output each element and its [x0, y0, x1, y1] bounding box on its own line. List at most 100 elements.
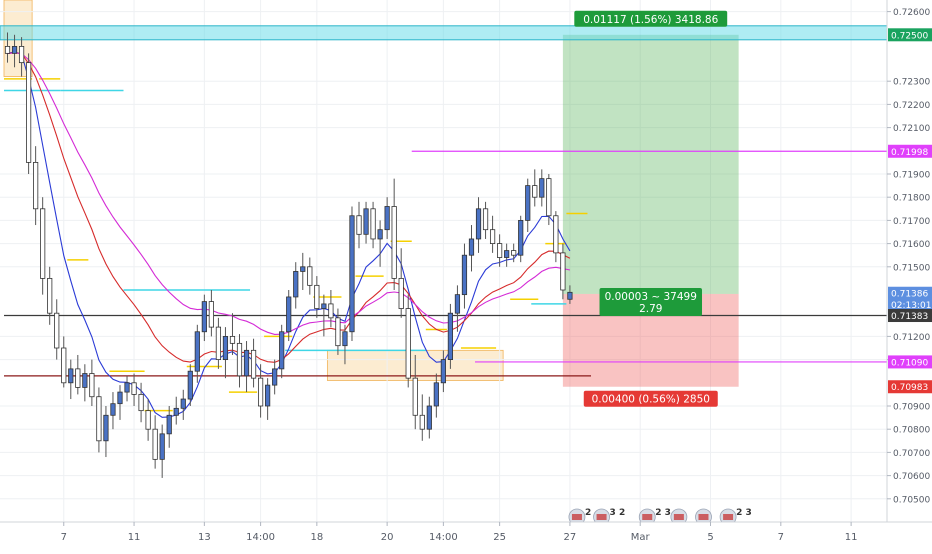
candle-body	[18, 46, 25, 64]
candle-body	[553, 215, 559, 254]
candle-body	[335, 317, 341, 347]
time-axis[interactable]: 7 11 13 14:00 18 20 14:00 25 27 Mar 5 7 11	[0, 521, 932, 550]
price-label-box	[888, 309, 932, 323]
price-label: 0.71383	[891, 312, 928, 322]
stop-label-box	[583, 390, 718, 407]
candle-body	[145, 410, 151, 430]
candle-body	[546, 178, 552, 217]
price-tick-label: 0.71600	[893, 240, 930, 250]
candle-body	[54, 312, 60, 349]
candle-body	[201, 301, 207, 333]
candle-body	[370, 208, 376, 240]
time-tick-label: 7	[61, 532, 67, 543]
candle-body	[391, 206, 397, 279]
candle-body	[75, 368, 81, 388]
candle-body	[433, 382, 439, 407]
price-label: 0.70983	[891, 383, 928, 393]
event-flag-stripe	[698, 514, 709, 520]
time-tick-label: 14:00	[429, 532, 458, 543]
candle-body	[489, 229, 496, 244]
candle-body	[504, 250, 510, 258]
candle-body	[412, 377, 418, 416]
price-tick-label: 0.70500	[893, 495, 930, 505]
price-tick-label: 0.71200	[893, 333, 930, 343]
candle-body	[475, 208, 482, 240]
candle-body	[511, 250, 517, 256]
event-badge: 2 3	[655, 508, 671, 518]
price-tick-label: 0.71800	[893, 194, 930, 204]
time-tick-label: 27	[564, 532, 577, 543]
candle-body	[307, 266, 313, 286]
candlesticks	[4, 32, 573, 478]
candle-body	[152, 428, 158, 460]
candle-body	[567, 291, 573, 300]
candle-body	[405, 308, 411, 379]
event-badge: 2	[585, 508, 591, 518]
candle-body	[117, 391, 123, 405]
candle-body	[525, 185, 531, 221]
candle-body	[236, 342, 243, 377]
time-axis-bg	[0, 522, 932, 550]
event-flag-stripe	[642, 514, 653, 520]
candle-body	[349, 215, 355, 333]
candle-body	[26, 62, 32, 163]
candle-body	[272, 368, 278, 386]
candle-body	[377, 229, 383, 240]
candle-body	[229, 335, 236, 344]
candle-body	[454, 294, 461, 314]
price-axis[interactable]: 0.72600 0.72300 0.72200 0.72100 0.71900 0.718…	[886, 0, 932, 550]
candle-body	[363, 208, 369, 235]
time-tick-label: 11	[128, 532, 141, 543]
candle-body	[279, 331, 285, 370]
current-label-box	[599, 287, 703, 316]
candle-body	[497, 243, 503, 258]
price-label-box	[888, 28, 932, 42]
profit-zone	[562, 34, 739, 294]
candle-body	[250, 349, 257, 379]
candle-body	[96, 396, 102, 442]
current-label-text: 2.79	[639, 303, 662, 315]
candle-body	[89, 373, 95, 398]
candle-body	[4, 46, 11, 54]
ma-line	[7, 51, 571, 418]
price-label: 0.72500	[891, 31, 928, 41]
time-tick-label: 13	[198, 532, 211, 543]
candle-body	[560, 252, 566, 291]
candle-body	[328, 303, 334, 319]
candle-body	[532, 185, 538, 198]
price-tick-label: 0.70600	[893, 472, 930, 482]
candle-body	[384, 206, 390, 231]
price-label-box	[888, 380, 932, 394]
candle-body	[103, 414, 109, 442]
price-label-box	[888, 297, 932, 311]
long-position-tool[interactable]	[0, 25, 888, 387]
time-tick-label: 18	[310, 532, 323, 543]
candle-body	[342, 331, 348, 347]
candle-body	[426, 405, 432, 430]
candle-body	[82, 373, 88, 388]
candle-body	[257, 377, 264, 407]
time-tick-label: 5	[707, 532, 713, 543]
candle-body	[208, 301, 214, 328]
price-tick-label: 0.72600	[893, 8, 930, 18]
candle-body	[314, 284, 320, 309]
horizontal-levels[interactable]	[4, 150, 887, 377]
candle-body	[243, 349, 250, 377]
price-tick-label: 0.72200	[893, 101, 930, 111]
ma-line	[7, 52, 571, 363]
price-axis-bg	[887, 0, 932, 550]
candle-body	[482, 208, 489, 231]
event-flag-stripe	[571, 514, 582, 520]
price-tick-label: 0.71500	[893, 263, 930, 273]
time-tick-label: 11	[845, 532, 858, 543]
grid-lines	[0, 0, 887, 522]
candle-body	[398, 277, 404, 309]
price-label: 0.71386	[891, 290, 928, 300]
candle-body	[265, 384, 271, 407]
position-labels: 0.01117 (1.56%) 3418.86 0.00003 ~ 374992.…	[574, 10, 728, 407]
candle-body	[419, 414, 425, 430]
candle-body	[173, 407, 179, 416]
candle-body	[356, 215, 362, 235]
